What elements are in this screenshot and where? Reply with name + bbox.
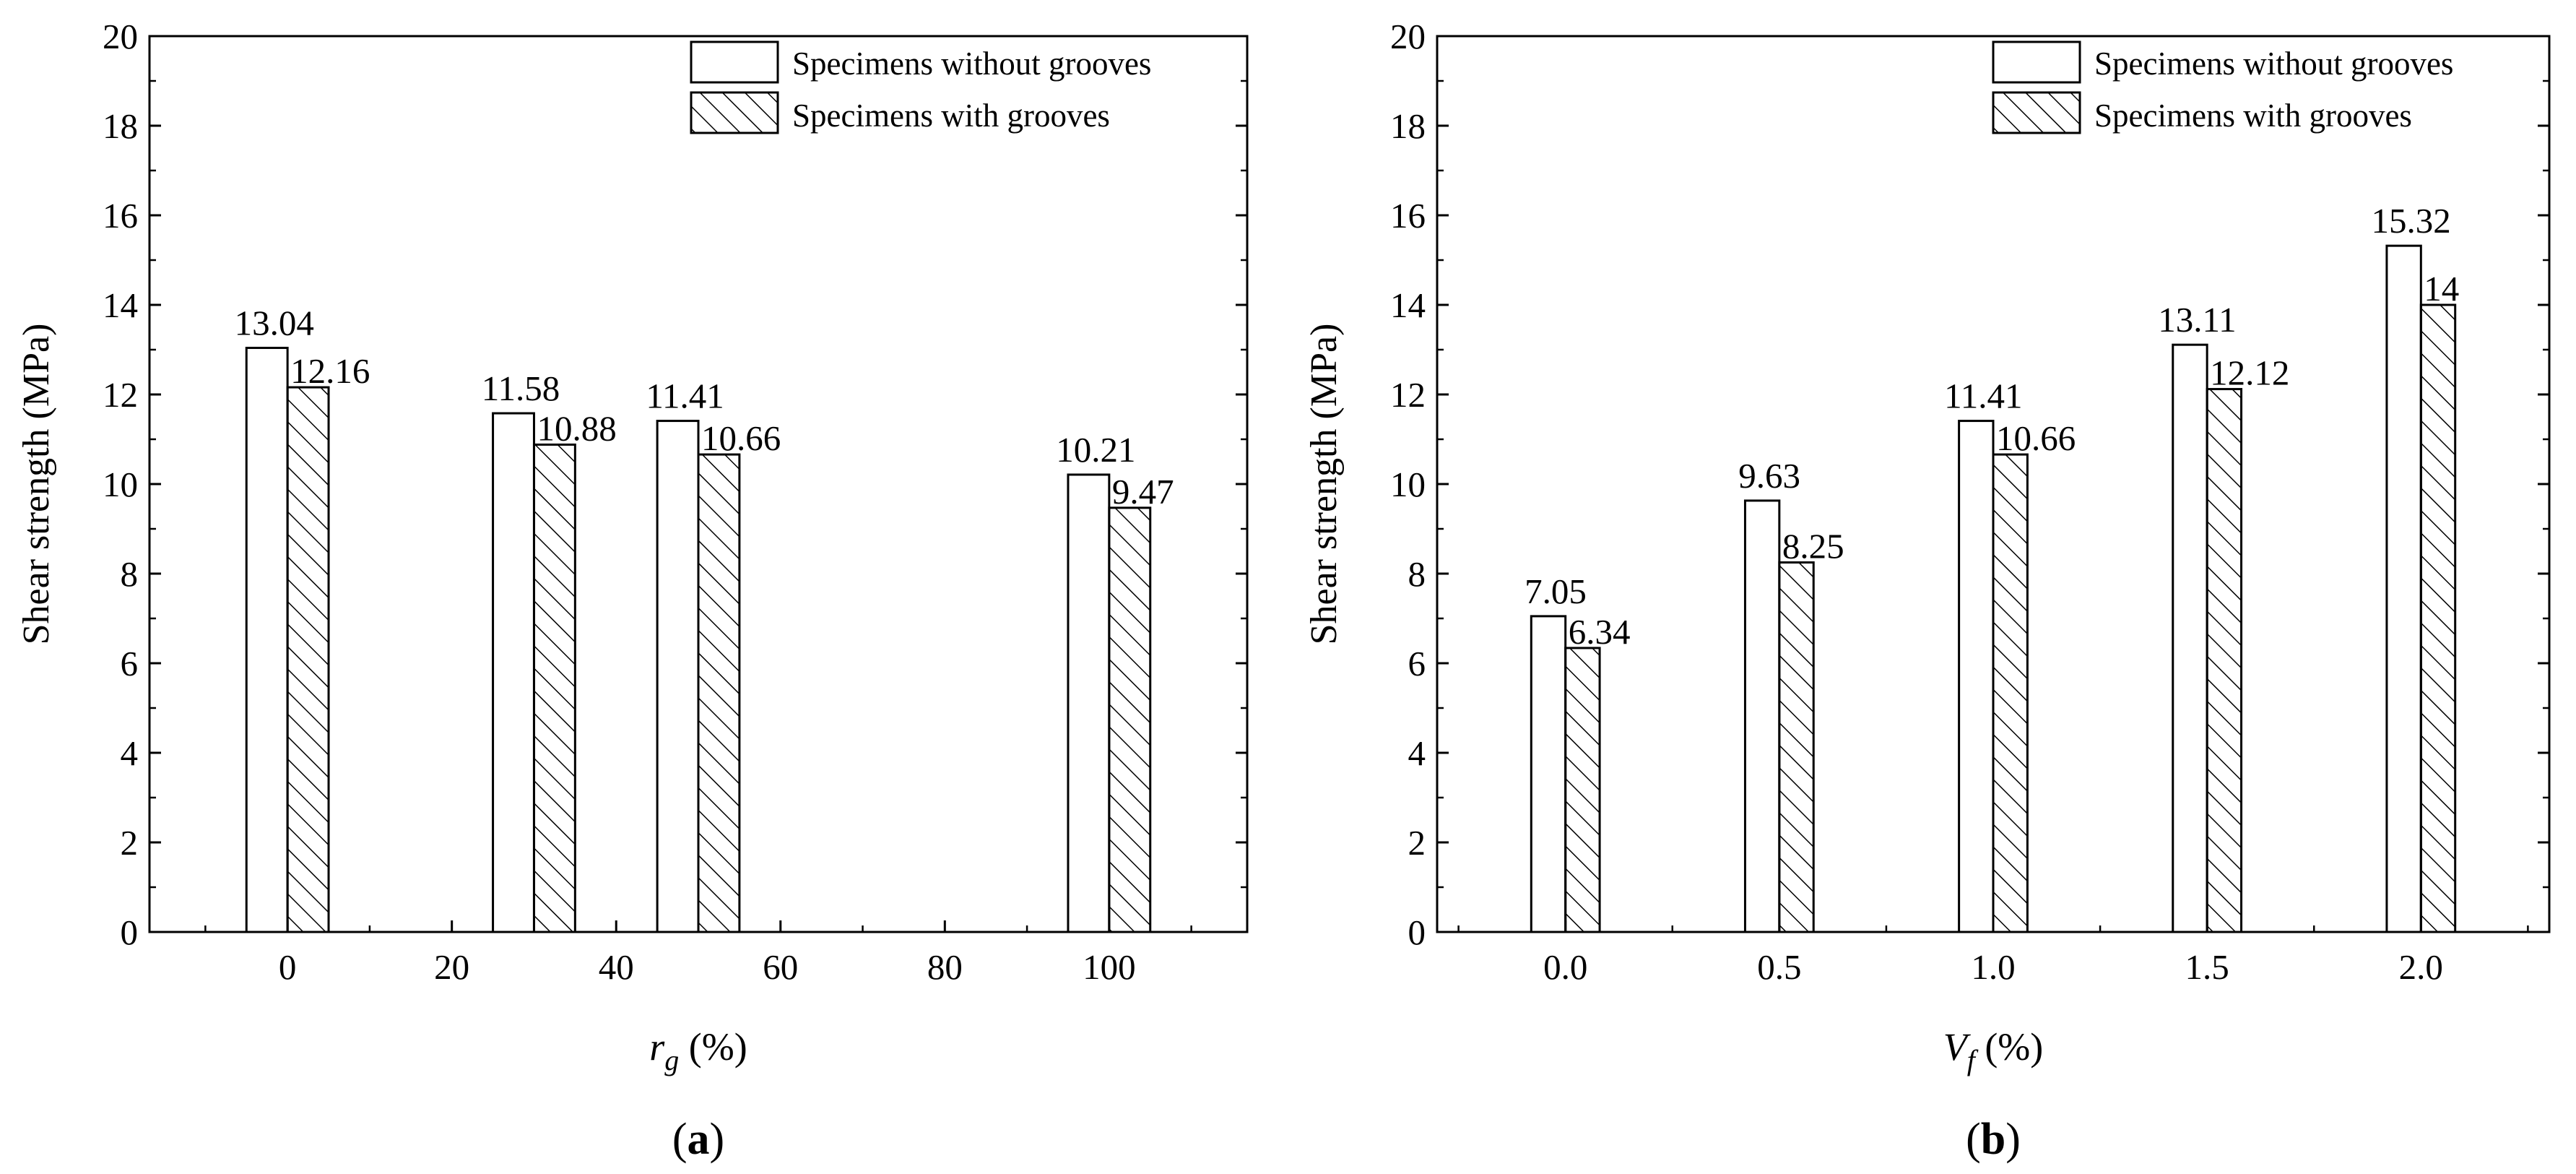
data-label-without-grooves: 7.05	[1525, 571, 1587, 611]
bar-with-grooves	[286, 386, 330, 933]
x-axis-label: Vf (%)	[1943, 1025, 2044, 1076]
bar-without-grooves	[245, 347, 289, 933]
bar-with-grooves	[1992, 453, 2029, 933]
y-tick-label: 12	[103, 375, 138, 415]
data-label-with-grooves: 6.34	[1569, 612, 1631, 652]
y-tick-label: 2	[1408, 823, 1426, 863]
y-tick-label: 10	[103, 465, 138, 504]
y-axis-label: Shear strength (MPa)	[1304, 324, 1345, 645]
legend-label-without-grooves: Specimens without grooves	[2094, 46, 2453, 82]
data-label-with-grooves: 10.66	[1996, 418, 2076, 458]
data-label-with-grooves: 14	[2424, 269, 2459, 308]
panel-label-b: (b)	[1966, 1115, 2021, 1164]
legend-swatch-with-grooves	[1992, 91, 2081, 134]
data-label-with-grooves: 8.25	[1782, 527, 1844, 566]
data-label-without-grooves: 9.63	[1738, 456, 1800, 496]
data-label-with-grooves: 10.66	[701, 418, 781, 458]
y-tick-label: 4	[121, 733, 139, 773]
data-label-without-grooves: 13.11	[2158, 300, 2236, 340]
y-tick-label: 2	[121, 823, 139, 863]
x-tick-label: 80	[927, 947, 963, 987]
data-label-with-grooves: 12.12	[2210, 353, 2289, 393]
bar-without-grooves	[2385, 244, 2422, 933]
x-tick-label: 1.5	[2185, 947, 2229, 987]
y-tick-label: 4	[1408, 733, 1426, 773]
data-label-with-grooves: 9.47	[1112, 472, 1174, 512]
legend-swatch-without-grooves	[690, 40, 779, 84]
legend-label-without-grooves: Specimens without grooves	[792, 46, 1151, 82]
legend-swatch-with-grooves	[690, 91, 779, 134]
bar-without-grooves	[492, 412, 535, 933]
data-label-without-grooves: 10.21	[1056, 430, 1135, 470]
data-label-without-grooves: 13.04	[235, 303, 314, 343]
x-tick-label: 60	[763, 947, 798, 987]
bar-with-grooves	[532, 443, 576, 933]
bar-without-grooves	[1743, 499, 1781, 933]
bar-with-grooves	[2206, 388, 2243, 933]
data-label-without-grooves: 11.58	[482, 368, 560, 408]
y-axis-label: Shear strength (MPa)	[16, 324, 57, 645]
bar-without-grooves	[1067, 473, 1111, 933]
x-axis-label: rg (%)	[649, 1025, 747, 1076]
y-tick-label: 0	[1408, 912, 1426, 952]
bar-without-grooves	[1530, 615, 1567, 933]
y-tick-label: 12	[1390, 375, 1426, 415]
x-tick-label: 40	[599, 947, 634, 987]
bar-with-grooves	[1108, 506, 1152, 933]
chart-panel-a: 0 2 4 6 8 10 12 14 16 18 20 0 20 40 60 80 100 13.04 12.16 1…	[16, 17, 1249, 1164]
y-tick-label: 20	[1390, 17, 1426, 56]
y-tick-label: 8	[1408, 554, 1426, 594]
bar-with-grooves	[1778, 561, 1815, 933]
y-tick-label: 0	[121, 912, 139, 952]
y-tick-label: 16	[103, 196, 138, 236]
x-tick-label: 0.0	[1543, 947, 1587, 987]
bar-without-grooves	[656, 420, 700, 933]
bar-with-grooves	[2419, 303, 2457, 933]
chart-panel-b: 0 2 4 6 8 10 12 14 16 18 20 0.0 0.5 1.0 1.5 2.0 7.056.34…	[1304, 17, 2551, 1164]
x-tick-label: 2.0	[2399, 947, 2443, 987]
data-label-without-grooves: 11.41	[646, 376, 724, 416]
legend-label-with-grooves: Specimens with grooves	[792, 98, 1110, 134]
y-tick-label: 14	[1390, 285, 1426, 325]
legend-swatch-without-grooves	[1992, 40, 2081, 84]
y-tick-label: 14	[103, 285, 138, 325]
y-tick-label: 8	[121, 554, 139, 594]
y-tick-label: 20	[103, 17, 138, 56]
data-label-without-grooves: 15.32	[2371, 201, 2450, 241]
y-tick-label: 18	[103, 106, 138, 146]
panel-label-a: (a)	[672, 1115, 724, 1164]
y-tick-label: 10	[1390, 465, 1426, 504]
bar-without-grooves	[1958, 420, 1995, 933]
bar-with-grooves	[1564, 647, 1601, 933]
y-tick-label: 16	[1390, 196, 1426, 236]
y-tick-label: 6	[121, 644, 139, 683]
bar-with-grooves	[697, 453, 741, 933]
data-label-without-grooves: 11.41	[1944, 376, 2022, 416]
y-tick-label: 6	[1408, 644, 1426, 683]
x-tick-label: 1.0	[1971, 947, 2015, 987]
x-tick-label: 0	[279, 947, 297, 987]
data-label-with-grooves: 12.16	[290, 351, 370, 391]
x-tick-label: 20	[434, 947, 469, 987]
bar-without-grooves	[2172, 343, 2208, 933]
y-tick-label: 18	[1390, 106, 1426, 146]
legend-label-with-grooves: Specimens with grooves	[2094, 98, 2412, 134]
data-label-with-grooves: 10.88	[537, 408, 616, 448]
x-tick-label: 100	[1083, 947, 1136, 987]
x-tick-label: 0.5	[1757, 947, 1801, 987]
